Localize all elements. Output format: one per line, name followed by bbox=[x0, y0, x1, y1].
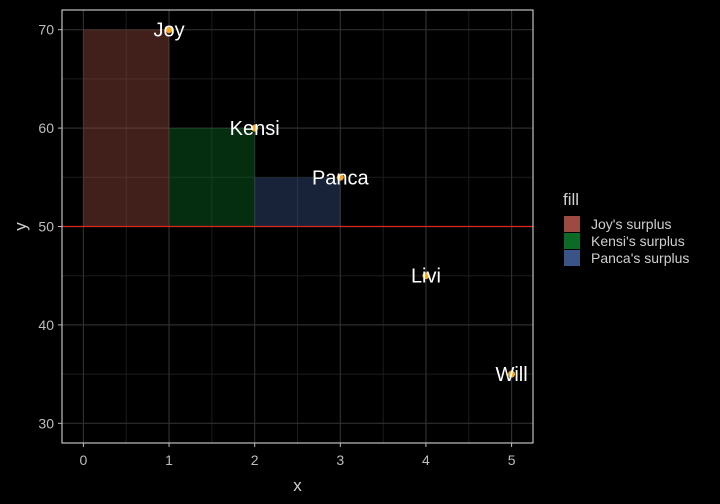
y-tick-label: 50 bbox=[38, 219, 54, 235]
surplus-rect-3 bbox=[254, 177, 341, 227]
x-tick-label: 2 bbox=[251, 452, 259, 468]
surplus-rect-2 bbox=[169, 128, 255, 227]
x-tick-label: 5 bbox=[508, 452, 516, 468]
y-tick-label: 40 bbox=[38, 317, 54, 333]
point-livi bbox=[422, 272, 430, 280]
legend-label-2: Kensi's surplus bbox=[591, 233, 685, 249]
y-tick-label: 70 bbox=[38, 22, 54, 38]
legend-swatch-2 bbox=[564, 233, 580, 249]
x-axis-ticks: 0 1 2 3 4 5 bbox=[80, 443, 516, 468]
legend-label-3: Panca's surplus bbox=[591, 250, 689, 266]
surplus-rect-1 bbox=[83, 29, 170, 227]
legend-label-1: Joy's surplus bbox=[591, 216, 671, 232]
x-axis-title: x bbox=[293, 476, 302, 495]
y-tick-label: 60 bbox=[38, 120, 54, 136]
x-tick-label: 1 bbox=[165, 452, 173, 468]
point-label-joy: Joy bbox=[153, 20, 184, 42]
y-axis-ticks: 30 40 50 60 70 bbox=[38, 22, 62, 431]
point-will bbox=[508, 370, 516, 378]
point-label-livi: Livi bbox=[411, 266, 441, 288]
point-label-will: Will bbox=[495, 364, 527, 386]
point-label-kensi: Kensi bbox=[230, 118, 280, 140]
point-joy bbox=[165, 26, 173, 34]
x-tick-label: 3 bbox=[336, 452, 344, 468]
y-axis-title: y bbox=[11, 222, 30, 231]
legend-swatch-3 bbox=[564, 250, 580, 266]
point-labels: Joy Kensi Panca Livi Will bbox=[153, 20, 527, 386]
x-tick-label: 0 bbox=[80, 452, 88, 468]
points bbox=[165, 26, 516, 378]
point-label-panca: Panca bbox=[312, 167, 370, 189]
x-tick-label: 4 bbox=[422, 452, 430, 468]
point-kensi bbox=[251, 124, 259, 132]
legend-title: fill bbox=[563, 190, 579, 209]
point-panca bbox=[336, 173, 344, 181]
legend-swatch-1 bbox=[564, 216, 580, 232]
surplus-rectangles bbox=[83, 29, 341, 227]
y-tick-label: 30 bbox=[38, 415, 54, 431]
